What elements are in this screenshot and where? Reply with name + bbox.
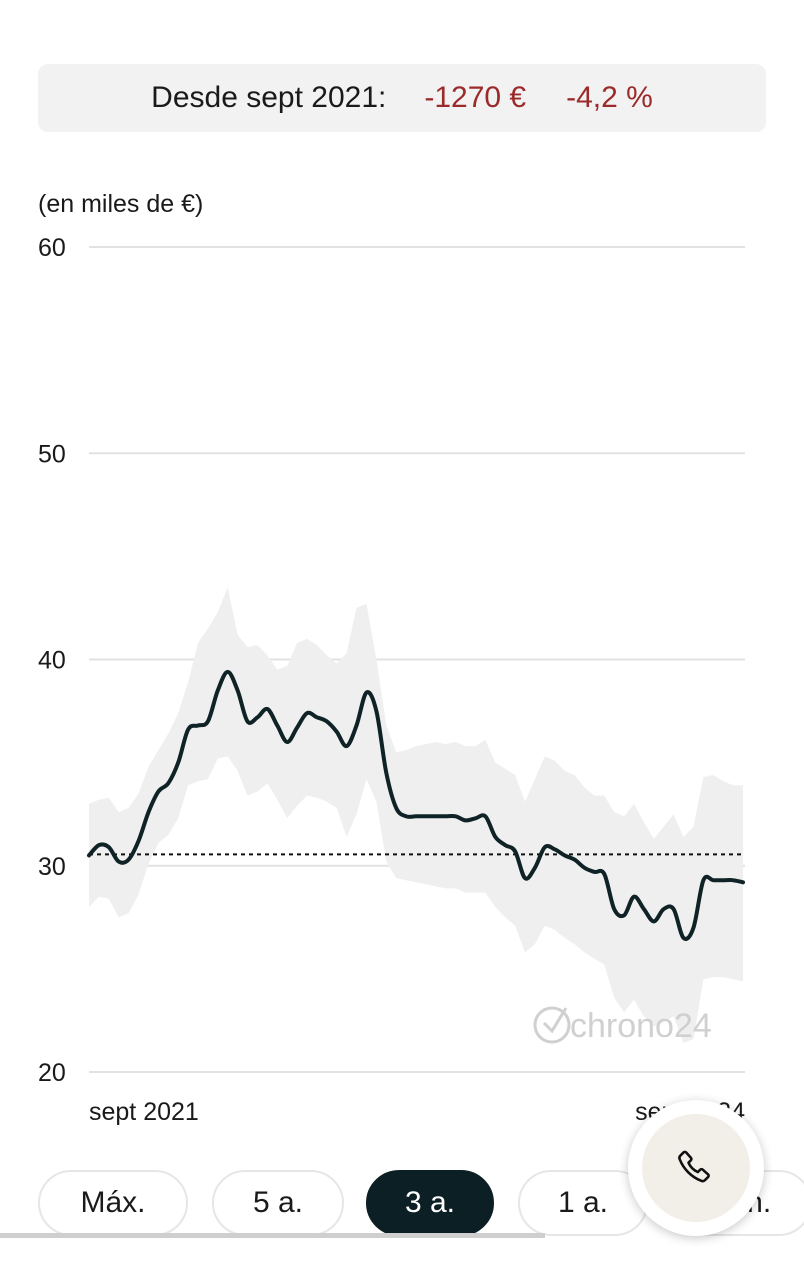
y-unit-label: (en miles de €) xyxy=(38,190,204,218)
chrono24-watermark: chrono24 xyxy=(533,1006,712,1045)
price-line xyxy=(87,669,745,941)
summary-label: Desde sept 2021: xyxy=(151,81,387,114)
call-button[interactable] xyxy=(628,1100,764,1236)
y-tick-label: 60 xyxy=(38,234,66,262)
tab-3-years[interactable]: 3 a. xyxy=(366,1170,494,1236)
change-percent: -4,2 % xyxy=(566,81,653,114)
y-axis-ticks: 60 50 40 30 20 xyxy=(38,234,66,1087)
price-change-summary: Desde sept 2021: -1270 € -4,2 % xyxy=(38,64,766,132)
tab-5-years[interactable]: 5 a. xyxy=(212,1170,344,1236)
y-tick-label: 20 xyxy=(38,1059,66,1087)
watermark-text: chrono24 xyxy=(570,1007,712,1045)
phone-icon xyxy=(678,1150,710,1183)
y-tick-label: 40 xyxy=(38,647,66,675)
tab-1-year[interactable]: 1 a. xyxy=(518,1170,648,1236)
x-tick-start: sept 2021 xyxy=(89,1098,199,1126)
call-button-inner xyxy=(642,1114,750,1222)
change-absolute: -1270 € xyxy=(424,81,527,114)
y-tick-label: 50 xyxy=(38,440,66,468)
tabs-scrollbar[interactable] xyxy=(0,1233,545,1238)
y-tick-label: 30 xyxy=(38,853,66,881)
tab-max[interactable]: Máx. xyxy=(38,1170,188,1236)
